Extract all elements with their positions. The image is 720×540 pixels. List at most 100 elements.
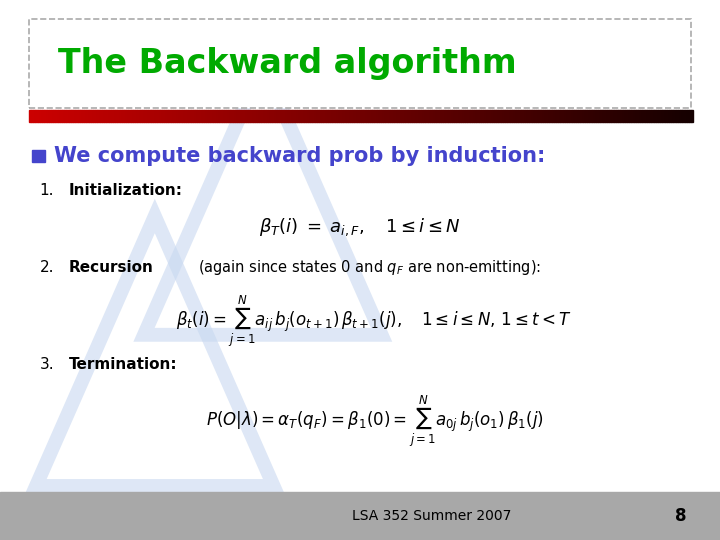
- Bar: [405, 110, 408, 122]
- Bar: [675, 110, 678, 122]
- Bar: [531, 110, 534, 122]
- Bar: [253, 110, 255, 122]
- Bar: [665, 110, 667, 122]
- Bar: [428, 110, 430, 122]
- Bar: [574, 110, 576, 122]
- Bar: [325, 110, 328, 122]
- Bar: [140, 110, 142, 122]
- Bar: [164, 110, 166, 122]
- Bar: [113, 110, 115, 122]
- Bar: [193, 110, 195, 122]
- Bar: [474, 110, 477, 122]
- Bar: [91, 110, 93, 122]
- Bar: [323, 110, 325, 122]
- Bar: [210, 110, 212, 122]
- Bar: [208, 110, 210, 122]
- Bar: [379, 110, 381, 122]
- Bar: [678, 110, 680, 122]
- Bar: [611, 110, 613, 122]
- Bar: [654, 110, 656, 122]
- Bar: [304, 110, 306, 122]
- Bar: [120, 110, 122, 122]
- Bar: [401, 110, 403, 122]
- Bar: [64, 110, 66, 122]
- Bar: [441, 110, 443, 122]
- Bar: [191, 110, 193, 122]
- Bar: [107, 110, 109, 122]
- Bar: [321, 110, 323, 122]
- Bar: [135, 110, 138, 122]
- Bar: [629, 110, 631, 122]
- Bar: [257, 110, 259, 122]
- Text: $\beta_T(i) \;=\; a_{i,F}, \quad 1 \leq i \leq N$: $\beta_T(i) \;=\; a_{i,F}, \quad 1 \leq …: [259, 216, 461, 238]
- Bar: [521, 110, 523, 122]
- Bar: [142, 110, 144, 122]
- Bar: [421, 110, 423, 122]
- Bar: [658, 110, 660, 122]
- Bar: [430, 110, 432, 122]
- Bar: [155, 110, 157, 122]
- Bar: [366, 110, 368, 122]
- Bar: [53, 110, 55, 122]
- Bar: [226, 110, 228, 122]
- Bar: [29, 110, 31, 122]
- Bar: [364, 110, 366, 122]
- Bar: [465, 110, 467, 122]
- Bar: [284, 110, 286, 122]
- Bar: [259, 110, 261, 122]
- Bar: [282, 110, 284, 122]
- Bar: [49, 110, 51, 122]
- Bar: [73, 110, 76, 122]
- Bar: [84, 110, 86, 122]
- Bar: [636, 110, 638, 122]
- Bar: [279, 110, 282, 122]
- Bar: [452, 110, 454, 122]
- Bar: [516, 110, 518, 122]
- Bar: [680, 110, 683, 122]
- Bar: [647, 110, 649, 122]
- Bar: [0, 492, 720, 540]
- Bar: [55, 110, 58, 122]
- Bar: [685, 110, 687, 122]
- Bar: [459, 110, 461, 122]
- Bar: [306, 110, 308, 122]
- Bar: [370, 110, 372, 122]
- Bar: [195, 110, 197, 122]
- Bar: [463, 110, 465, 122]
- Bar: [150, 110, 153, 122]
- Bar: [122, 110, 124, 122]
- Bar: [534, 110, 536, 122]
- Bar: [543, 110, 545, 122]
- Bar: [97, 110, 99, 122]
- Bar: [131, 110, 133, 122]
- Bar: [662, 110, 665, 122]
- Bar: [292, 110, 294, 122]
- Bar: [454, 110, 456, 122]
- Bar: [86, 110, 89, 122]
- Bar: [414, 110, 416, 122]
- Bar: [585, 110, 587, 122]
- Bar: [243, 110, 246, 122]
- Bar: [660, 110, 662, 122]
- Bar: [317, 110, 319, 122]
- Bar: [251, 110, 253, 122]
- Bar: [82, 110, 84, 122]
- Bar: [547, 110, 549, 122]
- Bar: [623, 110, 625, 122]
- Bar: [33, 110, 35, 122]
- Bar: [560, 110, 563, 122]
- Bar: [124, 110, 126, 122]
- Bar: [642, 110, 644, 122]
- Bar: [554, 110, 556, 122]
- Bar: [32, 150, 45, 162]
- Bar: [596, 110, 598, 122]
- Bar: [618, 110, 621, 122]
- Bar: [461, 110, 463, 122]
- Bar: [184, 110, 186, 122]
- Bar: [157, 110, 160, 122]
- Bar: [95, 110, 97, 122]
- Bar: [93, 110, 95, 122]
- Text: The Backward algorithm: The Backward algorithm: [58, 47, 516, 80]
- Bar: [656, 110, 658, 122]
- Bar: [319, 110, 321, 122]
